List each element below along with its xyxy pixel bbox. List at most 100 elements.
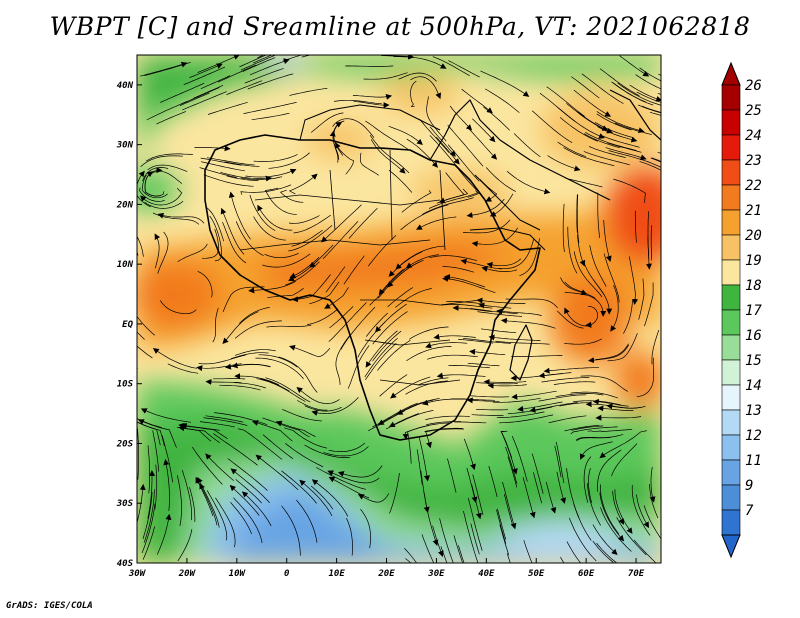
streamline [217, 64, 257, 83]
streamline [234, 349, 276, 356]
streamline [241, 491, 272, 527]
streamline [426, 354, 478, 360]
streamline [262, 253, 311, 268]
streamline [229, 484, 260, 516]
streamline [485, 167, 516, 192]
streamline [206, 490, 228, 541]
streamline [650, 157, 661, 163]
streamline [363, 72, 408, 80]
streamline [596, 113, 632, 131]
streamline [543, 367, 599, 374]
streamline [425, 342, 468, 349]
streamline [523, 540, 533, 563]
streamline [461, 88, 493, 114]
streamline [651, 157, 661, 162]
streamline [478, 302, 512, 309]
streamline [181, 87, 220, 105]
streamline [498, 239, 535, 270]
streamline [207, 101, 248, 115]
streamline [531, 453, 544, 494]
longitude-axis: 30W 20W 10W 0 10E 20E 30E 40E 50E 60E 70E [128, 558, 645, 579]
streamline [555, 393, 604, 398]
streamline [296, 386, 340, 404]
streamline [651, 329, 660, 365]
streamline [240, 55, 277, 71]
streamline [310, 485, 334, 510]
streamline [200, 75, 231, 90]
streamline [503, 493, 513, 525]
colorbar-label: 22 [745, 178, 762, 194]
streamline [595, 343, 629, 360]
streamline [500, 430, 518, 475]
colorbar-label: 21 [745, 203, 762, 219]
streamline [252, 420, 293, 442]
streamline [566, 103, 613, 134]
streamline [623, 299, 633, 334]
streamlines [137, 55, 661, 563]
streamline [555, 441, 565, 483]
streamline [538, 372, 572, 379]
colorbar-label: 11 [745, 453, 762, 469]
streamline [442, 275, 496, 294]
streamline [181, 469, 193, 521]
streamline [139, 187, 165, 202]
colorbar-swatch [721, 259, 741, 286]
colorbar-swatch [721, 459, 741, 486]
streamline [285, 443, 324, 468]
streamline [595, 414, 642, 421]
streamline [592, 540, 615, 563]
streamline [335, 334, 351, 385]
streamline [370, 139, 406, 174]
streamline [398, 72, 437, 82]
streamline [458, 168, 481, 198]
map-title: WBPT [C] and Sreamline at 500hPa, VT: 20… [49, 12, 751, 41]
streamline [372, 311, 408, 345]
streamline [325, 266, 346, 293]
streamline [554, 445, 562, 478]
streamline [610, 285, 619, 332]
streamline [288, 225, 333, 252]
streamline [249, 58, 290, 76]
streamline [644, 282, 654, 327]
streamline [281, 505, 301, 556]
streamline [352, 93, 393, 100]
lon-tick-label: 40E [478, 569, 495, 579]
streamline [369, 134, 410, 174]
streamline [337, 465, 383, 478]
streamline [203, 174, 254, 187]
streamline [458, 545, 465, 563]
streamline [260, 378, 290, 392]
streamline [275, 420, 316, 437]
streamline [638, 278, 645, 320]
streamline [279, 189, 304, 203]
streamline [304, 444, 351, 458]
streamline [599, 68, 640, 97]
streamline [471, 227, 518, 247]
streamline [471, 484, 482, 520]
colorbar-label: 25 [745, 103, 762, 119]
streamline [599, 430, 647, 459]
streamline [460, 258, 503, 270]
map-frame [136, 54, 662, 564]
streamline [596, 111, 645, 134]
streamline [206, 157, 255, 166]
streamline [600, 507, 632, 552]
lon-tick-label: 30W [128, 569, 147, 579]
streamline [141, 174, 168, 199]
streamline [296, 499, 318, 543]
streamline [228, 191, 251, 240]
streamline [488, 466, 498, 498]
streamline [137, 250, 139, 256]
streamline [388, 125, 423, 146]
streamline [417, 377, 449, 386]
streamline [220, 207, 245, 255]
streamline [333, 99, 382, 105]
streamline [425, 415, 470, 421]
streamline [395, 245, 445, 270]
colorbar-swatch [721, 334, 741, 361]
streamline [649, 484, 659, 519]
streamline [140, 155, 183, 167]
streamline [406, 346, 452, 361]
streamline [472, 118, 496, 143]
streamline [564, 281, 596, 299]
